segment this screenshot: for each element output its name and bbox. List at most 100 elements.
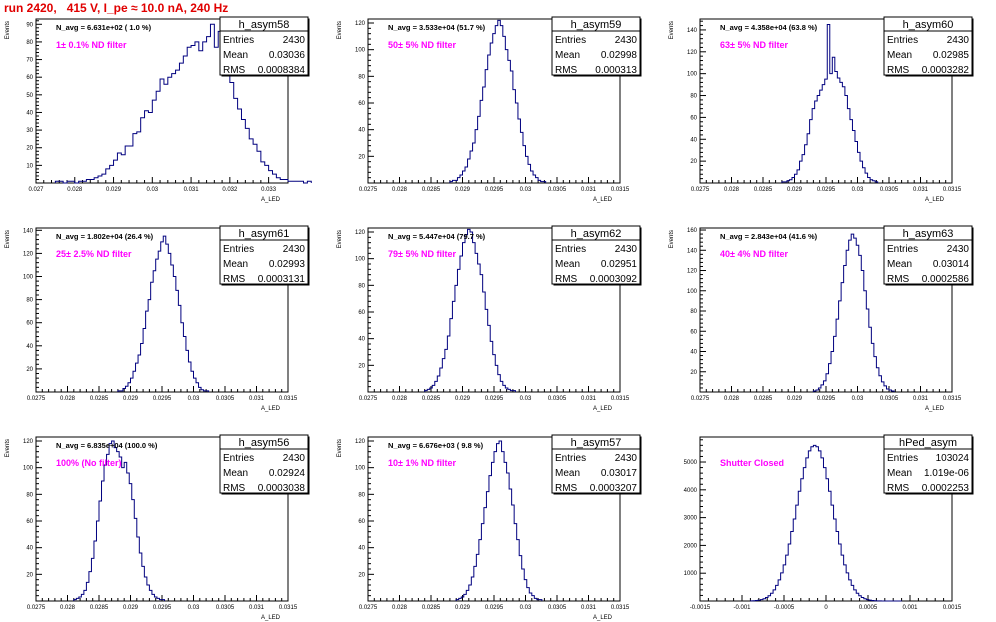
stats-value-entries: 2430 [615,453,638,464]
stats-value-rms: 0.0003282 [922,65,970,76]
histogram-hPed_asym: -0.0015 -0.001 -0.0005 0 0.0005 0.001 0.0015 10… [684,434,974,611]
y-tick-label: 40 [26,546,33,552]
y-tick-label: 60 [26,321,33,327]
histogram-step-line [781,23,879,183]
y-tick-label: 140 [23,228,34,234]
stats-key-entries: Entries [555,453,586,464]
stats-value-mean: 0.02993 [269,259,306,270]
x-tick-label: 0.0295 [153,396,172,402]
y-tick-label: 2000 [684,543,698,549]
y-tick-label: 10 [26,163,33,169]
histogram-name: h_asym57 [571,437,622,449]
y-tick-label: 30 [26,128,33,134]
stats-key-entries: Entries [555,244,586,255]
stats-key-entries: Entries [887,244,918,255]
y-tick-label: 20 [358,363,365,369]
stats-box [219,225,309,285]
x-tick-label: 0.0015 [943,605,962,611]
stats-key-entries: Entries [223,244,254,255]
x-tick-label: 0.0005 [859,605,878,611]
histogram-name: h_asym60 [903,19,954,31]
x-tick-label: -0.0015 [690,605,711,611]
stats-box [883,16,973,76]
x-tick-label: 0.03 [146,187,158,193]
y-tick-label: 20 [26,367,33,373]
y-tick-label: 60 [358,101,365,107]
x-tick-label: 0.03 [852,187,864,193]
page-title: run 2420, 415 V, I_pe ≈ 10.0 nA, 240 Hz [4,1,229,15]
y-tick-label: 60 [690,329,697,335]
x-tick-label: 0.0305 [548,396,567,402]
stats-value-rms: 0.0003092 [590,274,638,285]
stats-value-rms: 0.0003038 [258,483,306,494]
x-tick-label: 0.031 [913,187,929,193]
x-tick-label: 0.031 [249,396,265,402]
x-tick-label: 0.0315 [279,605,298,611]
y-tick-label: 40 [358,546,365,552]
y-axis-label: Events [337,439,343,457]
y-tick-label: 60 [358,310,365,316]
filter-label: 63± 5% ND filter [720,40,788,50]
stats-key-rms: RMS [555,274,578,285]
y-axis-label: Events [5,21,11,39]
stats-key-entries: Entries [223,35,254,46]
histogram-name: h_asym63 [903,228,954,240]
y-tick-label: 20 [26,572,33,578]
x-axis-label: A_LED [925,197,945,203]
stats-key-mean: Mean [887,50,912,61]
stats-value-entries: 103024 [936,453,970,464]
histogram-name: h_asym59 [571,19,622,31]
y-tick-label: 60 [358,519,365,525]
x-axis-label: A_LED [261,615,281,621]
y-tick-label: 40 [690,137,697,143]
histogram-h_asym62: 0.0275 0.028 0.0285 0.029 0.0295 0.03 0.0305 0.… [337,225,642,412]
y-axis-label: Events [669,21,675,39]
x-tick-label: 0.0305 [216,396,235,402]
y-axis-label: Events [669,230,675,248]
histogram-name: h_asym56 [239,437,290,449]
x-tick-label: 0.0295 [485,187,504,193]
x-tick-label: 0.0295 [817,396,836,402]
x-tick-label: 0.0315 [611,187,630,193]
stats-value-entries: 2430 [615,35,638,46]
stats-key-entries: Entries [887,453,918,464]
x-tick-label: 0.029 [455,396,471,402]
y-axis-label: Events [5,439,11,457]
stats-value-entries: 2430 [283,453,306,464]
stats-value-mean: 1.019e-06 [924,468,969,479]
y-tick-label: 100 [687,72,698,78]
stats-box [551,16,641,76]
histogram-name: h_asym62 [571,228,622,240]
x-axis-label: A_LED [261,406,281,412]
x-tick-label: 0.0285 [422,605,441,611]
x-tick-label: 0.028 [392,396,408,402]
x-tick-label: 0.029 [787,187,803,193]
x-tick-label: 0.033 [261,187,277,193]
y-tick-label: 40 [358,337,365,343]
stats-key-rms: RMS [223,65,246,76]
n-avg-label: N_avg = 4.358e+04 (63.8 %) [720,23,818,32]
x-tick-label: 0.03 [188,396,200,402]
y-tick-label: 20 [690,370,697,376]
stats-key-mean: Mean [223,50,248,61]
stats-key-rms: RMS [555,483,578,494]
x-tick-label: 0.029 [787,396,803,402]
x-tick-label: 0.03 [520,605,532,611]
stats-value-rms: 0.0003207 [590,483,638,494]
y-tick-label: 80 [690,309,697,315]
x-tick-label: 0.028 [60,605,76,611]
y-axis-label: Events [5,230,11,248]
stats-value-mean: 0.02998 [601,50,638,61]
x-tick-label: 0 [824,605,828,611]
y-axis-label: Events [337,21,343,39]
y-tick-label: 120 [687,269,698,275]
y-tick-label: 80 [690,94,697,100]
y-tick-label: 40 [358,128,365,134]
x-axis-label: A_LED [593,406,613,412]
x-tick-label: 0.029 [123,605,139,611]
stats-value-entries: 2430 [947,244,970,255]
y-tick-label: 100 [687,289,698,295]
x-tick-label: 0.03 [852,396,864,402]
x-tick-label: 0.0295 [817,187,836,193]
filter-label: 50± 5% ND filter [388,40,456,50]
